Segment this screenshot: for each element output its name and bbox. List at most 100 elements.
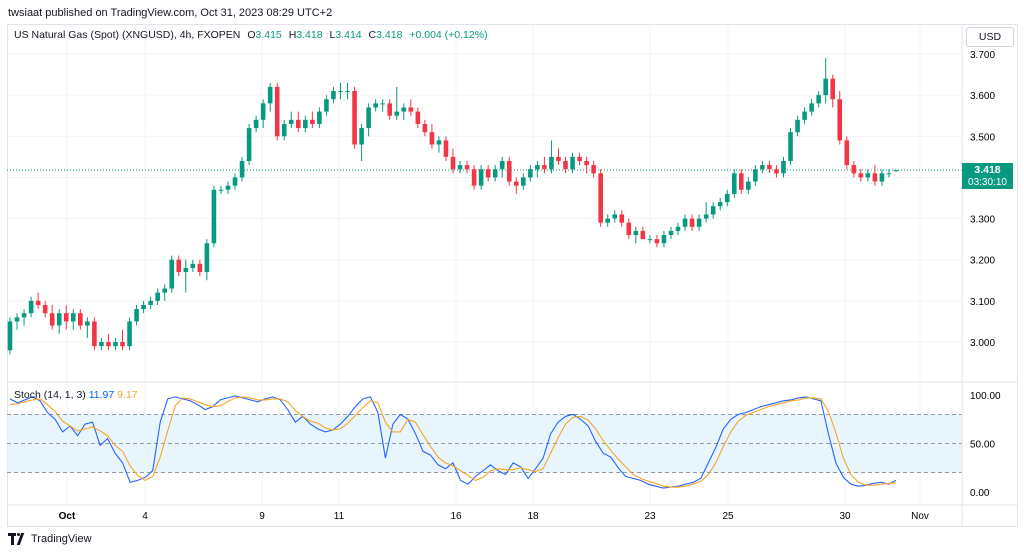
footer-brand[interactable]: TradingView — [8, 533, 92, 545]
candle-body — [760, 165, 765, 170]
symbol-name: US Natural Gas (Spot) (XNGUSD), 4h, FXOP… — [14, 29, 241, 41]
candle-body — [331, 91, 336, 100]
stoch-tick-label: 50.00 — [970, 440, 995, 451]
candle-body — [724, 193, 730, 203]
candle-body — [703, 214, 709, 219]
candle-body — [837, 99, 843, 141]
open-label: O — [247, 29, 256, 41]
candle-body — [633, 230, 639, 236]
candle-body — [85, 321, 90, 326]
stoch-band — [7, 413, 962, 474]
footer-brand-label: TradingView — [31, 533, 92, 545]
candle-body — [260, 103, 266, 120]
candle-body — [584, 160, 589, 166]
candle-body — [267, 86, 273, 104]
candle-body — [106, 342, 111, 347]
candle-body — [197, 263, 203, 273]
time-tick-label: 9 — [259, 511, 265, 522]
high-value: 3.418 — [296, 29, 323, 41]
candle-body — [499, 160, 505, 170]
candle-body — [35, 300, 41, 305]
open-value: 3.415 — [255, 29, 282, 41]
candle-body — [359, 128, 364, 145]
tradingview-logo-icon — [8, 533, 26, 545]
candle-body — [303, 119, 308, 129]
candle-body — [21, 313, 27, 318]
candle-body — [415, 111, 421, 124]
candle-body — [563, 160, 568, 170]
candle-body — [788, 132, 793, 161]
candle-body — [211, 189, 217, 244]
candle-body — [626, 222, 632, 236]
candle-body — [218, 189, 224, 191]
candle-body — [183, 267, 189, 273]
candle-body — [542, 165, 547, 170]
candle-body — [612, 214, 618, 219]
low-value: 3.414 — [335, 29, 362, 41]
candle-body — [162, 288, 167, 293]
stoch-axis-labels: 100.00 50.00 0.00 — [970, 391, 1001, 499]
candle-body — [127, 321, 132, 347]
price-tick-label: 3.600 — [970, 91, 995, 102]
candle-body — [155, 292, 160, 301]
candle-body — [225, 185, 231, 190]
time-tick-label: 30 — [839, 511, 851, 522]
candle-body — [640, 230, 646, 240]
candle-body — [352, 91, 357, 145]
time-axis-labels: Oct 4 9 11 16 18 23 25 30 Nov — [59, 511, 929, 522]
candle-body — [619, 214, 625, 223]
candle-body — [42, 304, 48, 314]
candle-body — [338, 91, 343, 93]
candle-body — [7, 321, 13, 351]
candle-body — [521, 177, 526, 186]
candle-body — [816, 95, 821, 104]
price-tick-label: 3.200 — [970, 256, 995, 267]
candle-body — [324, 99, 329, 112]
candle-body — [148, 300, 153, 305]
candle-body — [823, 78, 828, 96]
candle-body — [253, 119, 259, 129]
price-tick-label: 3.100 — [970, 297, 995, 308]
candle-body — [549, 156, 554, 170]
candle-body — [591, 165, 596, 174]
candle-body — [345, 91, 350, 93]
time-tick-label: 4 — [142, 511, 148, 522]
candle-body — [92, 321, 97, 347]
time-tick-label: 18 — [527, 511, 539, 522]
candle-body — [296, 119, 301, 129]
candle-body — [387, 103, 393, 116]
currency-button[interactable]: USD — [966, 27, 1014, 47]
candle-body — [274, 86, 280, 137]
candle-body — [710, 206, 716, 215]
candle-body — [753, 169, 758, 182]
candle-body — [204, 243, 210, 273]
candle-body — [28, 300, 34, 314]
candle-body — [492, 169, 498, 178]
candle-body — [70, 313, 76, 322]
publication-header: twsiaat published on TradingView.com, Oc… — [8, 7, 333, 19]
low-label: L — [329, 29, 336, 41]
candle-body — [809, 103, 814, 112]
chart-frame — [7, 24, 1018, 527]
stoch-d-line — [9, 396, 897, 488]
candle-series — [7, 58, 899, 355]
candle-body — [781, 160, 786, 174]
candle-body — [120, 342, 125, 347]
candle-body — [647, 239, 653, 241]
candle-body — [872, 173, 878, 182]
candle-body — [528, 169, 533, 178]
candle-body — [49, 313, 55, 326]
bar-countdown: 03:30:10 — [968, 177, 1007, 188]
candle-body — [513, 181, 519, 186]
candle-body — [113, 342, 118, 347]
candle-body — [281, 123, 287, 137]
candle-body — [478, 169, 484, 186]
candle-body — [746, 181, 751, 190]
candle-body — [310, 119, 315, 124]
candle-body — [851, 165, 857, 174]
candle-body — [739, 173, 744, 190]
change-value: +0.004 (+0.12%) — [409, 29, 488, 41]
candle-body — [317, 111, 322, 124]
